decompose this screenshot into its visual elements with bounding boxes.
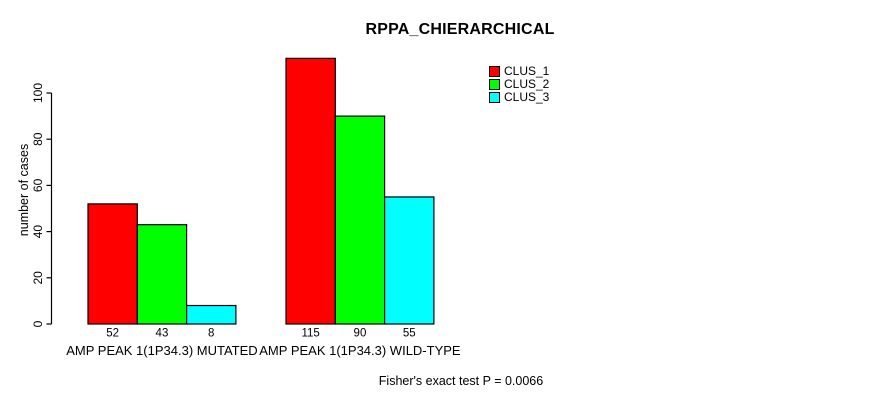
y-tick-label: 20 — [31, 271, 45, 285]
legend-label: CLUS_3 — [504, 90, 550, 104]
bar-clus_2-group1 — [136, 224, 188, 325]
legend-item: CLUS_2 — [489, 77, 550, 91]
bar-clus_1-group2 — [285, 57, 336, 325]
legend-swatch — [489, 92, 500, 103]
bar-value-label: 90 — [354, 328, 367, 340]
fisher-test-annotation: Fisher's exact test P = 0.0066 — [378, 374, 544, 388]
bar-value-label: 115 — [301, 328, 319, 340]
category-label: AMP PEAK 1(1P34.3) MUTATED — [66, 343, 257, 358]
y-tick-label: 100 — [31, 83, 45, 103]
bar-value-label: 52 — [106, 328, 119, 340]
category-label: AMP PEAK 1(1P34.3) WILD-TYPE — [259, 343, 461, 358]
bar-value-label: 43 — [156, 328, 169, 340]
bar-clus_3-group2 — [384, 196, 435, 325]
bar-clus_1-group1 — [87, 203, 138, 325]
bar-clus_3-group1 — [186, 304, 237, 325]
legend-item: CLUS_3 — [489, 90, 550, 104]
bar-value-label: 55 — [403, 328, 416, 340]
legend-swatch — [489, 79, 500, 90]
legend-swatch — [489, 66, 500, 77]
legend: CLUS_1 CLUS_2 CLUS_3 — [489, 64, 550, 105]
y-tick-label: 80 — [31, 132, 45, 146]
legend-label: CLUS_1 — [504, 64, 550, 78]
y-tick-label: 60 — [31, 178, 45, 192]
legend-item: CLUS_1 — [489, 64, 550, 78]
bar-clus_2-group2 — [334, 115, 386, 325]
legend-label: CLUS_2 — [504, 77, 550, 91]
chart-title: RPPA_CHIERARCHICAL — [365, 21, 555, 38]
bar-value-label: 8 — [208, 328, 214, 340]
y-tick-label: 0 — [31, 320, 45, 327]
y-tick-label: 40 — [31, 225, 45, 239]
